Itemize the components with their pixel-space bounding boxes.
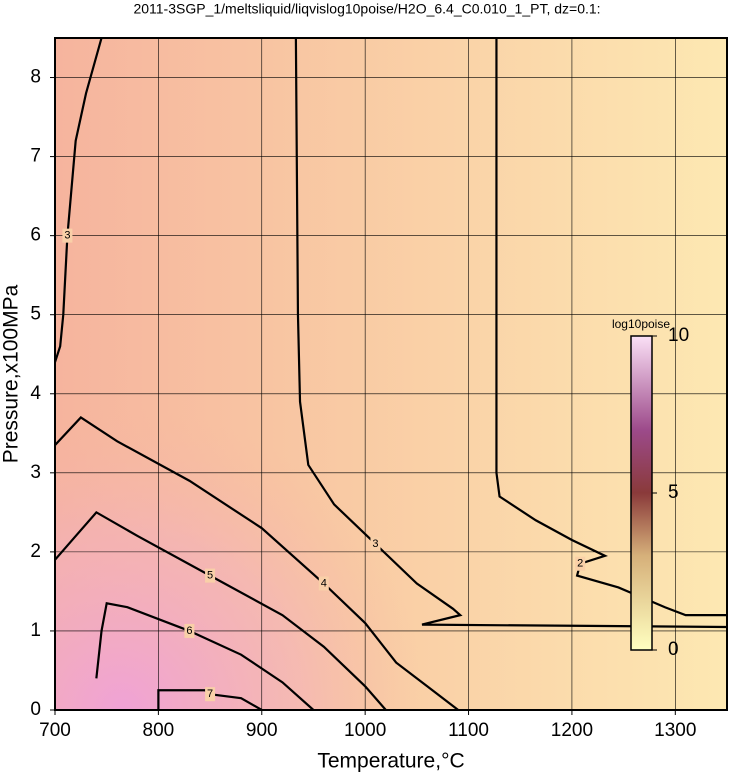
contour-line <box>55 416 459 710</box>
x-axis-label: Temperature,°C <box>317 750 464 773</box>
y-tick-label: 0 <box>30 699 41 720</box>
contour-label: 6 <box>186 625 192 637</box>
colorbar-label: log10poise <box>612 317 670 331</box>
contour-line <box>495 38 727 617</box>
x-tick-label: 900 <box>246 720 278 741</box>
contour-label-bg <box>318 576 329 591</box>
contour-label-bg <box>575 556 586 571</box>
x-tick-label: 800 <box>143 720 175 741</box>
colorbar <box>630 335 653 651</box>
colorbar-tick-label: 0 <box>668 639 679 660</box>
x-tick-label: 1300 <box>654 720 696 741</box>
contour-label-bg <box>205 568 216 583</box>
colorbar-tick-label: 10 <box>668 325 689 346</box>
y-tick-label: 3 <box>30 462 41 483</box>
y-tick-label: 5 <box>30 304 41 325</box>
contour-line <box>95 601 315 710</box>
y-tick-label: 7 <box>30 146 41 167</box>
frame <box>54 37 728 711</box>
contour-label-bg <box>205 687 216 702</box>
contour-label: 7 <box>207 688 213 700</box>
contour-label: 4 <box>321 577 327 589</box>
colorbar-tick-label: 5 <box>668 482 679 503</box>
x-tick-label: 1100 <box>448 720 489 741</box>
x-tick-label: 700 <box>39 720 71 741</box>
contour-label-bg <box>184 623 195 638</box>
y-tick-label: 4 <box>30 383 41 404</box>
chart-title: 2011-3SGP_1/meltsliquid/liqvislog10poise… <box>133 1 600 17</box>
contour-label-bg <box>370 536 381 551</box>
contour-label: 5 <box>207 570 213 582</box>
x-tick-label: 1200 <box>551 720 593 741</box>
y-tick-label: 6 <box>30 225 41 246</box>
contour-label-bg <box>62 228 73 243</box>
y-tick-label: 2 <box>30 541 41 562</box>
y-axis-label: Pressure,x100MPa <box>0 284 23 463</box>
contour-label: 3 <box>372 538 378 550</box>
plot-shade <box>55 38 727 710</box>
contour-label: 3 <box>64 230 70 242</box>
x-tick-label: 1000 <box>344 720 386 741</box>
contour-label: 2 <box>577 558 583 570</box>
y-tick-label: 1 <box>30 620 41 641</box>
y-tick-label: 8 <box>30 67 41 88</box>
